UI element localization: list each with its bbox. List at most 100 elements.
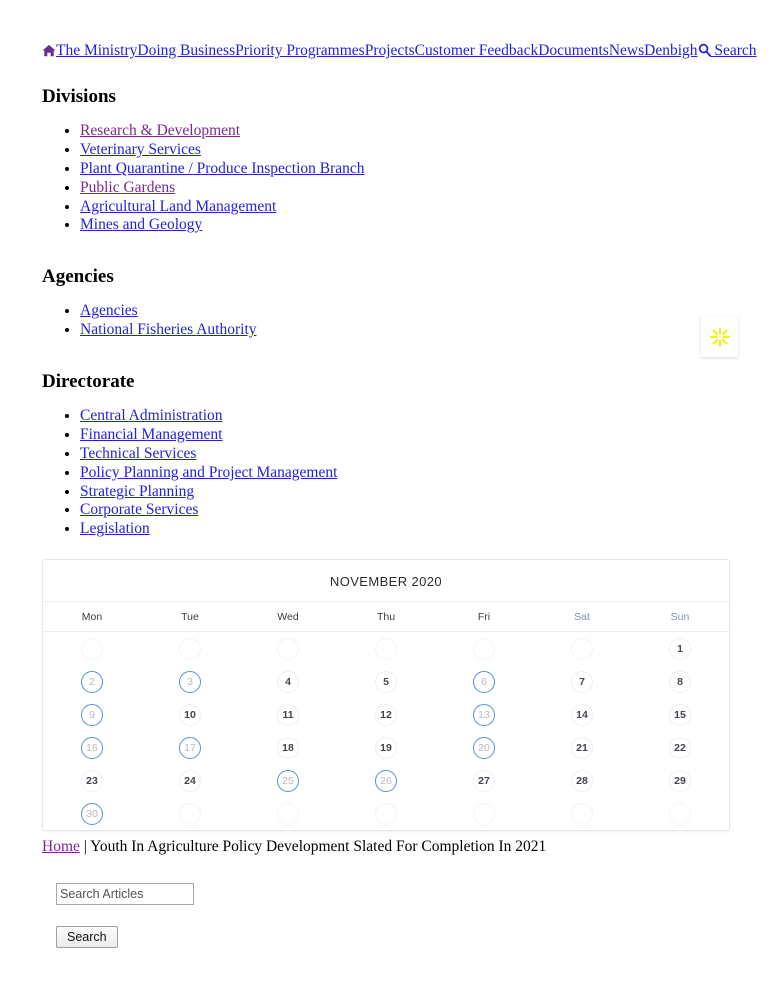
search-icon[interactable] <box>698 43 711 57</box>
link-financial-management[interactable]: Financial Management <box>80 425 223 443</box>
link-list-directorate: Central AdministrationFinancial Manageme… <box>42 407 773 539</box>
calendar-day-22[interactable]: 22 <box>669 736 691 759</box>
calendar-day-15[interactable]: 15 <box>669 703 691 726</box>
calendar-day-4[interactable]: 4 <box>277 670 299 693</box>
breadcrumb-current-page: Youth In Agriculture Policy Development … <box>90 838 547 856</box>
calendar-day-28[interactable]: 28 <box>571 769 593 792</box>
link-national-fisheries-authority[interactable]: National Fisheries Authority <box>80 321 257 339</box>
list-item: Financial Management <box>80 426 773 445</box>
calendar-day-empty <box>375 802 397 825</box>
calendar-day-21[interactable]: 21 <box>571 736 593 759</box>
nav-link-search[interactable]: Search <box>710 42 757 59</box>
calendar-day-25[interactable]: 25 <box>277 769 299 792</box>
link-public-gardens[interactable]: Public Gardens <box>80 178 176 196</box>
nav-link-denbigh[interactable]: Denbigh <box>644 42 698 59</box>
calendar-day-8[interactable]: 8 <box>669 670 691 693</box>
calendar-day-empty <box>179 802 201 825</box>
calendar-cell <box>239 632 337 665</box>
calendar-day-24[interactable]: 24 <box>179 769 201 792</box>
list-item: Research & Development <box>80 122 773 141</box>
section-title-divisions: Divisions <box>42 86 116 108</box>
calendar-day-30[interactable]: 30 <box>81 802 103 825</box>
calendar-cell: 13 <box>435 698 533 731</box>
list-item: Mines and Geology <box>80 216 773 235</box>
calendar-day-18[interactable]: 18 <box>277 736 299 759</box>
nav-link-news[interactable]: News <box>608 42 645 59</box>
calendar-cell: 7 <box>533 665 631 698</box>
calendar-day-1[interactable]: 1 <box>669 637 691 660</box>
calendar-cell: 28 <box>533 764 631 797</box>
calendar-day-16[interactable]: 16 <box>81 736 103 759</box>
link-agencies[interactable]: Agencies <box>80 302 138 320</box>
calendar-weekday-wed: Wed <box>277 611 299 624</box>
calendar-cell <box>435 797 533 830</box>
calendar-day-13[interactable]: 13 <box>473 703 495 726</box>
calendar-day-3[interactable]: 3 <box>179 670 201 693</box>
link-corporate-services[interactable]: Corporate Services <box>80 501 199 519</box>
nav-link-documents[interactable]: Documents <box>538 42 609 59</box>
calendar-cell: 5 <box>337 665 435 698</box>
search-input[interactable] <box>56 883 194 906</box>
link-central-administration[interactable]: Central Administration <box>80 407 223 425</box>
link-technical-services[interactable]: Technical Services <box>80 444 197 462</box>
calendar-weekday-sun: Sun <box>670 611 690 624</box>
calendar-cell: 2 <box>43 665 141 698</box>
nav-link-customer-feedback[interactable]: Customer Feedback <box>414 42 539 59</box>
calendar-cell: 21 <box>533 731 631 764</box>
calendar-cell: 19 <box>337 731 435 764</box>
loading-spinner-card <box>701 316 738 357</box>
calendar-day-12[interactable]: 12 <box>375 703 397 726</box>
nav-link-the-ministry[interactable]: The Ministry <box>56 42 138 59</box>
calendar-cell: 11 <box>239 698 337 731</box>
calendar-day-11[interactable]: 11 <box>277 703 299 726</box>
list-item: Agricultural Land Management <box>80 198 773 217</box>
link-legislation[interactable]: Legislation <box>80 520 150 538</box>
list-item: Plant Quarantine / Produce Inspection Br… <box>80 160 773 179</box>
section-title-agencies: Agencies <box>42 266 114 288</box>
link-strategic-planning[interactable]: Strategic Planning <box>80 482 195 500</box>
nav-link-doing-business[interactable]: Doing Business <box>137 42 236 59</box>
calendar-day-9[interactable]: 9 <box>81 703 103 726</box>
calendar-cell: 8 <box>631 665 729 698</box>
calendar-day-23[interactable]: 23 <box>81 769 103 792</box>
calendar-cell: 12 <box>337 698 435 731</box>
calendar-cell <box>141 797 239 830</box>
link-veterinary-services[interactable]: Veterinary Services <box>80 140 201 158</box>
calendar-cell <box>337 797 435 830</box>
breadcrumb-home-link[interactable]: Home <box>42 838 80 856</box>
calendar-day-14[interactable]: 14 <box>571 703 593 726</box>
link-research-development[interactable]: Research & Development <box>80 122 241 140</box>
list-item: Strategic Planning <box>80 483 773 502</box>
calendar-day-29[interactable]: 29 <box>669 769 691 792</box>
calendar-day-empty <box>571 637 593 660</box>
calendar-weekday-fri: Fri <box>477 611 491 624</box>
nav-link-priority-programmes[interactable]: Priority Programmes <box>235 42 365 59</box>
link-agricultural-land-management[interactable]: Agricultural Land Management <box>80 197 277 215</box>
search-button[interactable]: Search <box>56 926 118 949</box>
calendar-day-19[interactable]: 19 <box>375 736 397 759</box>
calendar-day-empty <box>473 802 495 825</box>
calendar-day-6[interactable]: 6 <box>473 670 495 693</box>
calendar-day-20[interactable]: 20 <box>473 736 495 759</box>
link-list-agencies: AgenciesNational Fisheries Authority <box>42 302 773 340</box>
calendar-cell <box>533 632 631 665</box>
calendar-day-27[interactable]: 27 <box>473 769 495 792</box>
calendar-cell <box>337 632 435 665</box>
link-plant-quarantine-produce-inspection-branch[interactable]: Plant Quarantine / Produce Inspection Br… <box>80 159 365 177</box>
calendar-day-2[interactable]: 2 <box>81 670 103 693</box>
calendar-day-10[interactable]: 10 <box>179 703 201 726</box>
link-mines-and-geology[interactable]: Mines and Geology <box>80 216 203 234</box>
calendar-day-17[interactable]: 17 <box>179 736 201 759</box>
calendar-cell: 4 <box>239 665 337 698</box>
calendar-cell: 10 <box>141 698 239 731</box>
calendar-cell: 6 <box>435 665 533 698</box>
home-icon[interactable] <box>42 44 56 57</box>
calendar-day-5[interactable]: 5 <box>375 670 397 693</box>
calendar-day-26[interactable]: 26 <box>375 769 397 792</box>
link-policy-planning-and-project-management[interactable]: Policy Planning and Project Management <box>80 463 338 481</box>
calendar-cell: 14 <box>533 698 631 731</box>
link-list-divisions: Research & DevelopmentVeterinary Service… <box>42 122 773 235</box>
calendar-weekday-mon: Mon <box>81 611 103 624</box>
nav-link-projects[interactable]: Projects <box>364 42 415 59</box>
calendar-day-7[interactable]: 7 <box>571 670 593 693</box>
